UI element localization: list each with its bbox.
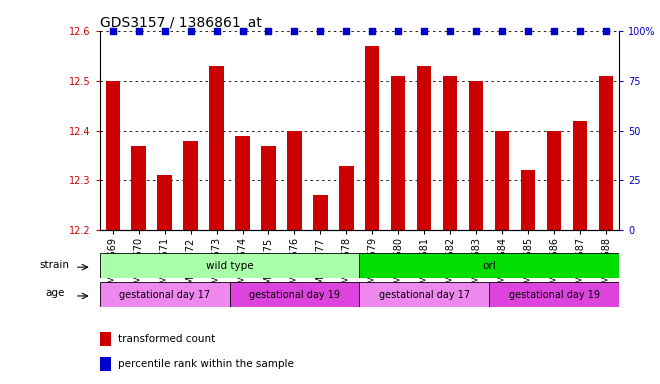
- Bar: [100, 282, 230, 307]
- Text: wild type: wild type: [206, 261, 253, 271]
- Bar: [158, 175, 172, 230]
- Point: [263, 28, 274, 34]
- Point: [133, 28, 144, 34]
- Point: [159, 28, 170, 34]
- Text: transformed count: transformed count: [118, 334, 215, 344]
- Text: orl: orl: [482, 261, 496, 271]
- Bar: [287, 131, 302, 230]
- Bar: [183, 141, 198, 230]
- Text: gestational day 17: gestational day 17: [119, 290, 210, 300]
- Bar: [469, 81, 483, 230]
- Bar: [131, 146, 146, 230]
- Text: gestational day 19: gestational day 19: [249, 290, 340, 300]
- Point: [575, 28, 585, 34]
- Text: GDS3157 / 1386861_at: GDS3157 / 1386861_at: [100, 16, 261, 30]
- Point: [471, 28, 482, 34]
- Point: [108, 28, 118, 34]
- Point: [315, 28, 325, 34]
- Point: [523, 28, 533, 34]
- Point: [393, 28, 404, 34]
- Bar: [100, 333, 111, 346]
- Point: [341, 28, 352, 34]
- Bar: [359, 253, 619, 278]
- Point: [549, 28, 560, 34]
- Bar: [391, 76, 405, 230]
- Point: [419, 28, 430, 34]
- Bar: [365, 46, 379, 230]
- Point: [601, 28, 611, 34]
- Bar: [417, 66, 432, 230]
- Bar: [339, 166, 354, 230]
- Point: [289, 28, 300, 34]
- Text: strain: strain: [40, 260, 70, 270]
- Point: [367, 28, 378, 34]
- Point: [237, 28, 248, 34]
- Bar: [443, 76, 457, 230]
- Bar: [100, 253, 359, 278]
- Bar: [359, 282, 489, 307]
- Bar: [209, 66, 224, 230]
- Point: [185, 28, 196, 34]
- Bar: [100, 358, 111, 371]
- Bar: [230, 282, 359, 307]
- Point: [211, 28, 222, 34]
- Text: age: age: [45, 288, 65, 298]
- Bar: [521, 170, 535, 230]
- Bar: [314, 195, 327, 230]
- Bar: [106, 81, 119, 230]
- Bar: [599, 76, 613, 230]
- Bar: [489, 282, 619, 307]
- Bar: [573, 121, 587, 230]
- Point: [445, 28, 455, 34]
- Text: percentile rank within the sample: percentile rank within the sample: [118, 359, 294, 369]
- Bar: [495, 131, 510, 230]
- Bar: [547, 131, 561, 230]
- Bar: [261, 146, 276, 230]
- Text: gestational day 17: gestational day 17: [379, 290, 470, 300]
- Bar: [236, 136, 249, 230]
- Point: [497, 28, 508, 34]
- Text: gestational day 19: gestational day 19: [509, 290, 600, 300]
